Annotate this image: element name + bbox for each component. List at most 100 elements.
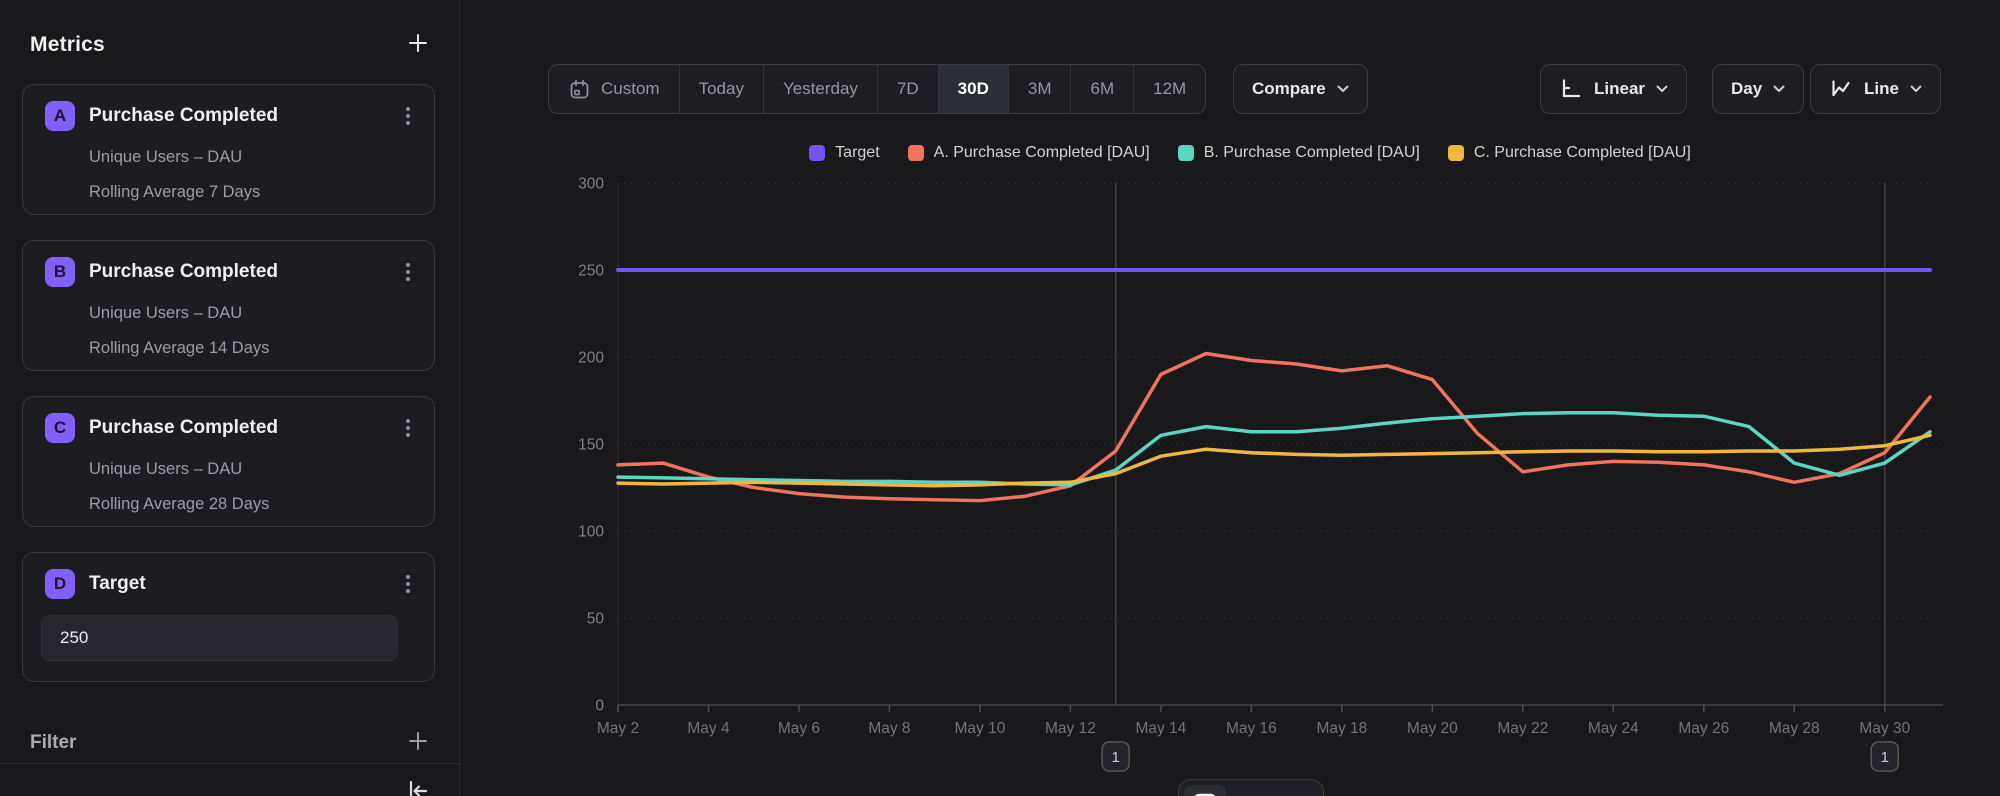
- chevron-down-icon: [1337, 85, 1349, 93]
- chart-size-small-button[interactable]: [1276, 785, 1318, 796]
- range-label: 3M: [1028, 79, 1052, 99]
- range-30d-active[interactable]: 30D: [938, 65, 1008, 113]
- line-chart-icon: [1829, 77, 1853, 101]
- metric-rolling-average: Rolling Average 28 Days: [89, 495, 416, 514]
- chart-size-medium-icon: [1238, 790, 1264, 796]
- sidebar-divider: [0, 763, 460, 764]
- chevron-down-icon: [1910, 85, 1922, 93]
- svg-text:May 6: May 6: [778, 720, 820, 737]
- chevron-down-icon: [1773, 85, 1785, 93]
- metric-card-a-head: A Purchase Completed: [45, 101, 416, 131]
- svg-text:May 4: May 4: [687, 720, 730, 737]
- series-line-c-purchase-completed-dau: [618, 435, 1930, 486]
- line-chart[interactable]: 050100150200250300May 2May 4May 6May 8Ma…: [540, 130, 2000, 796]
- scale-label: Linear: [1594, 79, 1645, 99]
- svg-text:50: 50: [587, 611, 605, 628]
- chart-gridlines: 050100150200250300: [578, 176, 1943, 715]
- series-line-b-purchase-completed-dau: [618, 413, 1930, 485]
- chart-size-large-button[interactable]: [1184, 785, 1226, 796]
- filter-title: Filter: [30, 732, 76, 754]
- chart-x-axis: May 2 May 4 May 6 May 8 May 10 May 12 May 14 Ma…: [597, 705, 1943, 737]
- svg-text:0: 0: [595, 698, 604, 715]
- svg-text:May 2: May 2: [597, 720, 639, 737]
- filter-section: Filter: [30, 728, 431, 757]
- compare-dropdown[interactable]: Compare: [1233, 64, 1368, 114]
- range-7d[interactable]: 7D: [877, 65, 938, 113]
- range-12m[interactable]: 12M: [1133, 65, 1205, 113]
- svg-text:200: 200: [578, 350, 604, 367]
- chart-size-small-icon: [1284, 790, 1310, 796]
- metric-title: Purchase Completed: [89, 417, 400, 439]
- annotation-badge[interactable]: 1: [1102, 742, 1129, 771]
- metric-title: Target: [89, 573, 400, 595]
- metric-card-c-head: C Purchase Completed: [45, 413, 416, 443]
- metrics-sidebar: Metrics A Purchase Completed Unique User…: [0, 0, 460, 796]
- metric-card-a[interactable]: A Purchase Completed Unique Users – DAU …: [22, 84, 435, 215]
- metrics-title: Metrics: [30, 33, 105, 57]
- range-yesterday[interactable]: Yesterday: [763, 65, 877, 113]
- svg-text:May 30: May 30: [1859, 720, 1910, 737]
- metric-options-button[interactable]: [400, 571, 416, 597]
- add-filter-button[interactable]: [405, 728, 431, 757]
- granularity-dropdown[interactable]: Day: [1712, 64, 1804, 114]
- range-label: Today: [699, 79, 744, 99]
- svg-text:1: 1: [1111, 749, 1119, 766]
- date-range-segmented-control: Custom Today Yesterday 7D 30D 3M 6M 12M: [548, 64, 1206, 114]
- kebab-icon: [406, 263, 410, 281]
- chart-type-dropdown[interactable]: Line: [1810, 64, 1941, 114]
- scale-dropdown[interactable]: Linear: [1540, 64, 1687, 114]
- svg-text:250: 250: [578, 263, 604, 280]
- svg-text:100: 100: [578, 524, 604, 541]
- kebab-icon: [406, 575, 410, 593]
- svg-text:May 28: May 28: [1769, 720, 1820, 737]
- range-3m[interactable]: 3M: [1008, 65, 1071, 113]
- annotation-badge[interactable]: 1: [1871, 742, 1898, 771]
- granularity-label: Day: [1731, 79, 1762, 99]
- metric-badge-d: D: [45, 569, 75, 599]
- target-value-input[interactable]: [41, 615, 398, 661]
- metric-card-b[interactable]: B Purchase Completed Unique Users – DAU …: [22, 240, 435, 371]
- metric-card-c[interactable]: C Purchase Completed Unique Users – DAU …: [22, 396, 435, 527]
- metric-card-d-head: D Target: [45, 569, 416, 599]
- svg-text:May 22: May 22: [1497, 720, 1548, 737]
- range-label: Custom: [601, 79, 660, 99]
- svg-text:May 18: May 18: [1316, 720, 1367, 737]
- metric-title: Purchase Completed: [89, 105, 400, 127]
- svg-text:May 10: May 10: [955, 720, 1006, 737]
- metric-card-d-target[interactable]: D Target: [22, 552, 435, 682]
- linear-scale-icon: [1559, 77, 1583, 101]
- range-label: 6M: [1090, 79, 1114, 99]
- metric-title: Purchase Completed: [89, 261, 400, 283]
- metric-options-button[interactable]: [400, 259, 416, 285]
- metric-options-button[interactable]: [400, 103, 416, 129]
- metric-rolling-average: Rolling Average 7 Days: [89, 183, 416, 202]
- collapse-sidebar-button[interactable]: [403, 776, 433, 796]
- svg-text:1: 1: [1881, 749, 1889, 766]
- chart-size-medium-button[interactable]: [1230, 785, 1272, 796]
- series-line-a-purchase-completed-dau: [618, 354, 1930, 501]
- chevron-down-icon: [1656, 85, 1668, 93]
- compare-label: Compare: [1252, 79, 1326, 99]
- range-label: 7D: [897, 79, 919, 99]
- range-6m[interactable]: 6M: [1070, 65, 1133, 113]
- add-metric-button[interactable]: [405, 30, 431, 59]
- svg-text:May 8: May 8: [868, 720, 910, 737]
- metric-badge-a: A: [45, 101, 75, 131]
- svg-text:May 26: May 26: [1678, 720, 1729, 737]
- metric-badge-c: C: [45, 413, 75, 443]
- chart-size-toggle: [1178, 779, 1324, 796]
- calendar-icon: [568, 78, 591, 101]
- range-today[interactable]: Today: [679, 65, 763, 113]
- range-custom[interactable]: Custom: [549, 65, 679, 113]
- metric-rolling-average: Rolling Average 14 Days: [89, 339, 416, 358]
- metric-options-button[interactable]: [400, 415, 416, 441]
- svg-text:May 16: May 16: [1226, 720, 1277, 737]
- svg-text:May 12: May 12: [1045, 720, 1096, 737]
- metrics-header: Metrics: [30, 30, 431, 59]
- range-label: 30D: [958, 79, 989, 99]
- metric-measurement: Unique Users – DAU: [89, 148, 416, 167]
- svg-text:May 14: May 14: [1135, 720, 1186, 737]
- kebab-icon: [406, 419, 410, 437]
- collapse-sidebar-icon: [405, 778, 431, 796]
- chart-svg: 050100150200250300May 2May 4May 6May 8Ma…: [540, 130, 2000, 796]
